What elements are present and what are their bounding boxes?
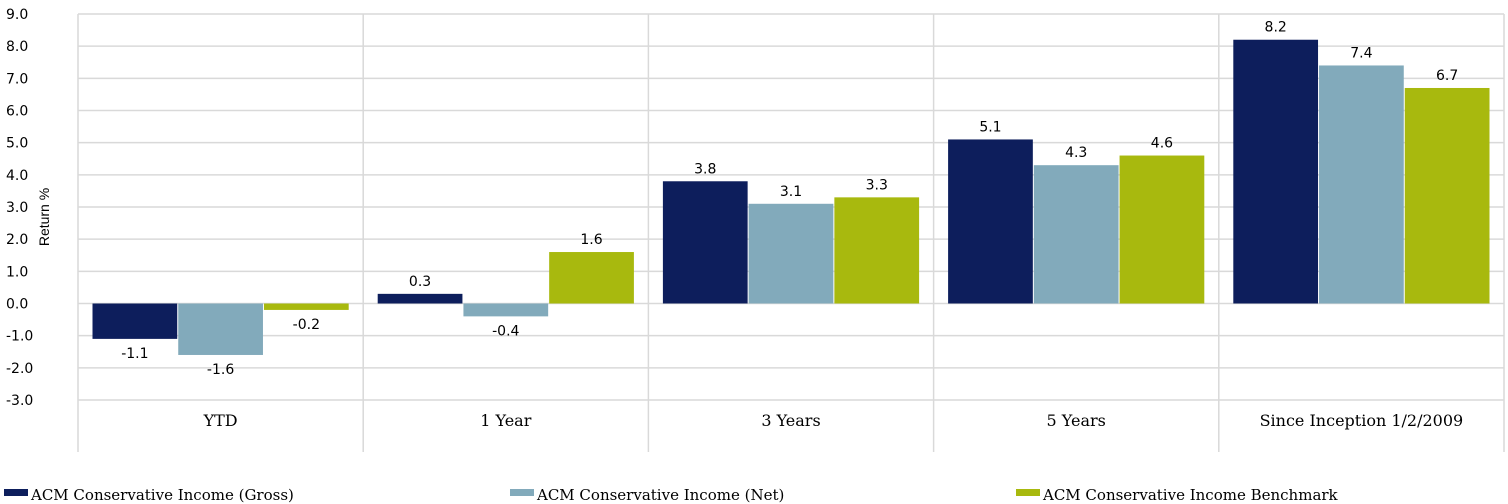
data-label: -0.2	[293, 317, 320, 333]
bar	[662, 181, 748, 304]
y-tick-label: 6.0	[6, 104, 28, 120]
y-tick-label: 8.0	[6, 39, 28, 55]
data-label: -0.4	[492, 323, 519, 339]
data-label: 6.7	[1436, 68, 1458, 84]
data-label: 8.2	[1265, 20, 1287, 36]
data-label: 3.3	[866, 177, 888, 193]
bar	[748, 203, 834, 304]
x-category-label: Since Inception 1/2/2009	[1260, 411, 1464, 430]
data-label: 4.3	[1065, 145, 1087, 161]
legend-entry: ACM Conservative Income (Net)	[536, 486, 784, 504]
legend-swatch	[1016, 489, 1040, 496]
y-tick-label: 1.0	[6, 264, 28, 280]
y-tick-label: 9.0	[6, 7, 28, 23]
y-tick-label: 7.0	[6, 71, 28, 87]
data-label: 0.3	[409, 274, 431, 290]
data-labels: -1.1 -1.6 -0.2 0.3 -0.4 1.6 3.8 3.1 3.3 5.1 4.3 4.6…	[121, 20, 1458, 378]
data-label: 3.8	[694, 161, 716, 177]
x-category-label: YTD	[203, 411, 238, 430]
legend-swatch	[510, 489, 534, 496]
bar	[178, 303, 263, 355]
bar	[463, 303, 549, 317]
bar	[92, 303, 178, 339]
bar	[1233, 39, 1319, 304]
data-label: 1.6	[580, 232, 602, 248]
y-tick-label: -3.0	[6, 393, 33, 409]
x-category-label: 1 Year	[480, 411, 531, 430]
x-category-label: 5 Years	[1047, 411, 1106, 430]
bars	[92, 39, 1490, 355]
y-tick-label: 5.0	[6, 136, 28, 152]
bar	[1404, 87, 1490, 304]
legend-swatch	[4, 489, 28, 496]
data-label: 3.1	[780, 184, 802, 200]
legend-entry: ACM Conservative Income Benchmark	[1042, 486, 1339, 504]
data-label: 4.6	[1151, 136, 1173, 152]
data-label: 5.1	[979, 119, 1001, 135]
data-label: -1.6	[207, 362, 234, 378]
gridlines	[77, 13, 1505, 452]
bar	[834, 197, 920, 304]
legend-entry: ACM Conservative Income (Gross)	[30, 486, 294, 504]
y-tick-label: -2.0	[6, 361, 33, 377]
y-tick-label: 0.0	[6, 297, 28, 313]
bar	[1119, 155, 1205, 304]
bar	[549, 252, 634, 304]
bar	[1319, 65, 1404, 304]
data-label: 7.4	[1350, 45, 1372, 61]
legend: ACM Conservative Income (Gross) ACM Conse…	[4, 486, 1339, 504]
axes: 9.0 8.0 7.0 6.0 5.0 4.0 3.0 2.0 1.0 0.0 -1.0 -2.0 -3…	[6, 7, 1463, 430]
bar	[948, 139, 1033, 304]
y-tick-label: 3.0	[6, 200, 28, 216]
bar	[263, 303, 349, 310]
y-axis-title: Return %	[36, 188, 52, 246]
bar	[377, 293, 463, 304]
y-tick-label: -1.0	[6, 329, 33, 345]
x-category-label: 3 Years	[761, 411, 820, 430]
y-tick-label: 2.0	[6, 232, 28, 248]
data-label: -1.1	[121, 346, 148, 362]
bar	[1033, 165, 1119, 304]
y-tick-label: 4.0	[6, 168, 28, 184]
